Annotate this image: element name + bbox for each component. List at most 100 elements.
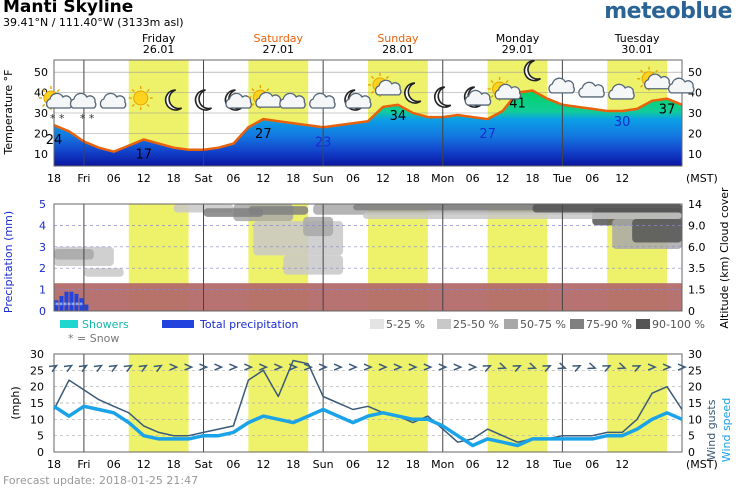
- wind-direction-arrow: [348, 363, 358, 371]
- wind-direction-arrow: [632, 364, 642, 372]
- moon-cloud-icon: [224, 89, 253, 111]
- day-date-0: 26.01: [143, 43, 175, 56]
- temp-ytick-right-4: 50: [688, 66, 702, 79]
- temp-label-4: 34: [390, 109, 407, 124]
- temp-label-2: 27: [255, 127, 272, 142]
- legend-cloud-swatch-2: [504, 319, 518, 329]
- precip-bar-6: [84, 304, 89, 311]
- cloud-shape: [667, 77, 695, 94]
- moon-cloud-icon: [344, 89, 372, 111]
- temp-label-8: 37: [659, 103, 676, 118]
- time-axis-bottom-tick-15: 12: [496, 458, 510, 471]
- day-date-1: 27.01: [263, 43, 295, 56]
- temp-label-1: 17: [135, 148, 152, 163]
- precip-ytick-1: 1: [39, 284, 46, 297]
- wind-ytick-right-4: 20: [688, 381, 702, 394]
- wind-ytick-right-1: 5: [688, 430, 695, 443]
- cloud-icon: [99, 92, 127, 109]
- wind-series-0: [53, 359, 683, 443]
- wind-direction-arrow: [229, 363, 239, 371]
- time-axis-bottom-tick-8: 18: [286, 458, 300, 471]
- legend-cloud-label-3: 75-90 %: [586, 318, 632, 331]
- moon-shape: [433, 86, 452, 108]
- precip-ytick-2: 2: [39, 262, 46, 275]
- wind-direction-arrow: [288, 363, 299, 371]
- cloud-shape: [99, 92, 127, 109]
- sun-ray: [640, 69, 644, 73]
- wind-direction-arrow: [138, 364, 148, 373]
- wind-direction-arrow: [93, 364, 104, 373]
- day-date-3: 29.01: [502, 43, 534, 56]
- wind-direction-arrow: [363, 363, 373, 371]
- legend-cloud-swatch-4: [636, 319, 650, 329]
- arrow-head: [453, 363, 463, 371]
- precip-bar-4: [74, 293, 79, 311]
- time-axis-top-tick-5: Sat: [195, 172, 214, 185]
- sun-ray: [42, 89, 46, 93]
- day-name-4: Tuesday: [614, 32, 660, 45]
- time-axis-bottom-tick-16: 18: [525, 458, 539, 471]
- time-axis-top-tick-17: Tue: [552, 172, 572, 185]
- snow-flakes: * *: [80, 112, 95, 125]
- arrow-head: [482, 364, 493, 372]
- alt-ytick-1: 1.5: [688, 284, 706, 297]
- wind-axis-label: (mph): [9, 386, 22, 419]
- legend-total-label: Total precipitation: [199, 318, 299, 331]
- temp-ytick-right-1: 20: [688, 127, 702, 140]
- day-name-1: Saturday: [253, 32, 303, 45]
- cloud-cover-16: [632, 218, 682, 243]
- time-axis-bottom-tick-14: 06: [466, 458, 480, 471]
- wind-ytick-left-0: 0: [37, 446, 44, 459]
- arrow-head: [169, 363, 179, 371]
- alt-ytick-5: 14: [688, 198, 702, 211]
- location-title: Manti Skyline: [3, 0, 134, 17]
- cloud-cover-5: [248, 206, 309, 215]
- snow-flakes: * *: [50, 112, 65, 125]
- arrow-head: [378, 363, 388, 371]
- cloud-shape: [309, 92, 336, 109]
- temp-axis-label: Temperature °F: [2, 69, 15, 155]
- arrow-head: [259, 363, 269, 371]
- temp-ytick-left-4: 50: [34, 66, 48, 79]
- time-axis-top-tick-8: 18: [286, 172, 300, 185]
- arrow-head: [108, 364, 119, 373]
- moon-icon: [164, 89, 183, 111]
- snow-level-band: [54, 283, 682, 311]
- cloud-shape: [69, 92, 97, 109]
- legend-total-swatch: [162, 320, 194, 328]
- sun-ray: [251, 102, 255, 107]
- brand-logo[interactable]: meteoblue: [604, 0, 732, 24]
- time-axis-top-tick-15: 12: [496, 172, 510, 185]
- wind-direction-arrow: [572, 364, 582, 372]
- alt-ytick-0: 0: [688, 305, 695, 318]
- time-axis-bottom-tick-19: 12: [615, 458, 629, 471]
- cloud-icon: [667, 77, 695, 94]
- wind-ytick-right-2: 10: [688, 413, 702, 426]
- time-axis-bottom-tick-2: 06: [107, 458, 121, 471]
- wind-direction-arrow: [333, 363, 343, 371]
- moon-icon: [433, 86, 452, 108]
- moon-icon: [404, 82, 422, 104]
- cloud-cover-9: [303, 216, 334, 237]
- day-name-0: Friday: [142, 32, 176, 45]
- time-axis-top-tick-0: 18: [47, 172, 61, 185]
- time-axis-top-tick-19: 12: [615, 172, 629, 185]
- time-axis-bottom-tick-12: 18: [406, 458, 420, 471]
- arrow-head: [602, 364, 612, 372]
- day-name-3: Monday: [496, 32, 540, 45]
- wind-direction-arrow: [393, 363, 403, 371]
- wind-direction-arrow: [318, 363, 329, 371]
- legend-cloud-label-2: 50-75 %: [520, 318, 566, 331]
- cloud-shape: [345, 92, 372, 109]
- wind-direction-arrow: [378, 363, 388, 371]
- legend-snow-label: * = Snow: [68, 332, 119, 345]
- temp-ytick-left-2: 30: [34, 107, 48, 120]
- alt-ytick-3: 6.0: [688, 241, 706, 254]
- time-axis-top-tick-7: 12: [256, 172, 270, 185]
- arrow-head: [363, 363, 373, 371]
- wind-direction-arrow: [244, 363, 254, 371]
- cloud-cover-6: [203, 208, 264, 217]
- time-axis-bottom-tick-0: 18: [47, 458, 61, 471]
- day-date-2: 28.01: [382, 43, 414, 56]
